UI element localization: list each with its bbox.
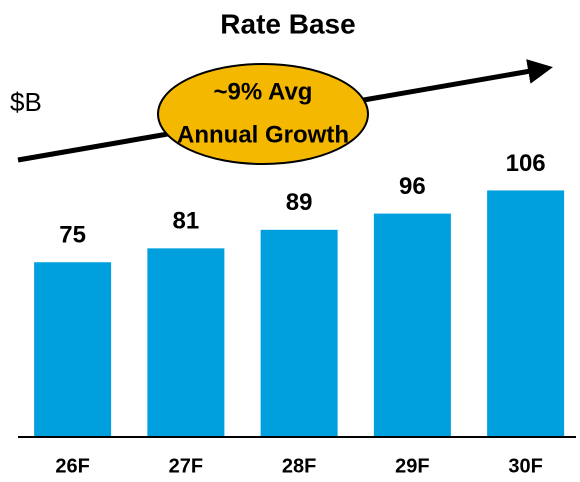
data-label: 89: [286, 189, 313, 216]
bar: [373, 213, 451, 436]
bar: [34, 262, 112, 436]
data-label: 96: [399, 173, 426, 200]
x-tick-label: 26F: [55, 455, 89, 477]
annotation: Annual Growth: [177, 121, 349, 148]
annotation: ~9% Avg: [214, 78, 313, 105]
bar: [147, 248, 225, 436]
data-label: 81: [173, 208, 200, 235]
x-tick-label: 29F: [395, 455, 429, 477]
data-label: 106: [506, 150, 546, 177]
chart-title: Rate Base: [220, 8, 355, 39]
data-label: 75: [59, 222, 86, 249]
bar: [487, 190, 565, 436]
x-tick-label: 27F: [169, 455, 203, 477]
x-tick-label: 28F: [282, 455, 316, 477]
x-tick-label: 30F: [508, 455, 542, 477]
bar: [260, 229, 338, 436]
growth-ellipse: [157, 63, 369, 165]
y-axis-label: $B: [10, 87, 42, 117]
